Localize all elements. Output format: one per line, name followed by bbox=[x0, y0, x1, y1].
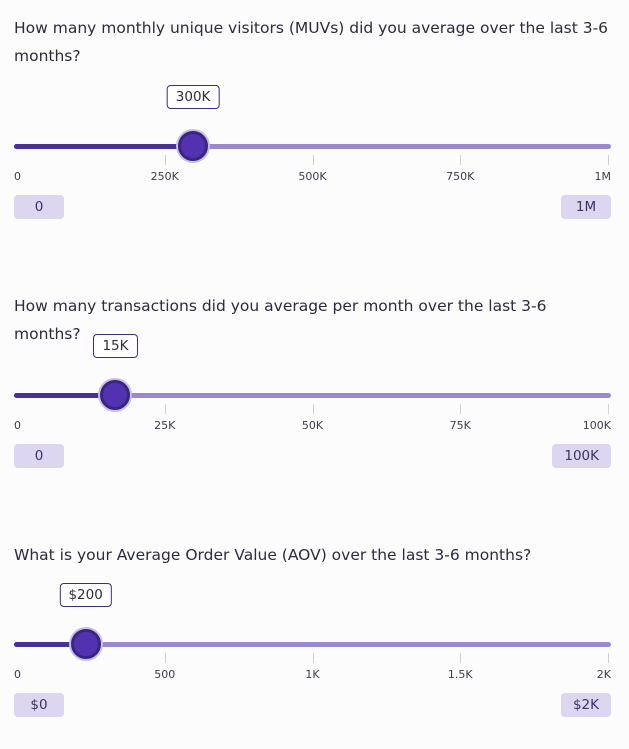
muv-slider-track[interactable] bbox=[14, 144, 611, 149]
aov-tick-label: 2K bbox=[596, 668, 611, 681]
transactions-tick-label: 25K bbox=[154, 419, 176, 432]
aov-tick-label: 1K bbox=[305, 668, 320, 681]
transactions-max-button[interactable]: 100K bbox=[552, 444, 611, 468]
transactions-slider-thumb[interactable] bbox=[100, 380, 131, 410]
aov-value-tooltip: $200 bbox=[59, 583, 112, 607]
aov-tick-label: 1.5K bbox=[447, 668, 473, 681]
transactions-tick-label: 0 bbox=[14, 419, 21, 432]
transactions-tick-label: 100K bbox=[582, 419, 611, 432]
transactions-slider-fill bbox=[14, 393, 116, 398]
muv-min-button[interactable]: 0 bbox=[14, 195, 64, 219]
transactions-slider-track[interactable] bbox=[14, 393, 611, 398]
muv-tick-label: 500K bbox=[298, 170, 327, 183]
transactions-question-text: How many transactions did you average pe… bbox=[14, 297, 547, 343]
aov-tick-label: 500 bbox=[154, 668, 176, 681]
muv-tick-label: 0 bbox=[14, 170, 21, 183]
muv-tick-mark bbox=[460, 155, 462, 165]
transactions-value-tooltip: 15K bbox=[93, 334, 138, 358]
aov-tick-mark bbox=[608, 653, 609, 663]
muv-tick-label: 250K bbox=[150, 170, 179, 183]
aov-slider-thumb[interactable] bbox=[70, 629, 101, 659]
muv-value-tooltip: 300K bbox=[166, 85, 220, 109]
aov-tick-label: 0 bbox=[14, 668, 21, 681]
muv-slider-thumb[interactable] bbox=[178, 131, 209, 161]
transactions-question: How many transactions did you average pe… bbox=[0, 249, 629, 499]
muv-slider-fill bbox=[14, 144, 194, 149]
aov-slider-fill bbox=[14, 642, 86, 647]
muv-tick-mark bbox=[312, 155, 314, 165]
transactions-tick-mark bbox=[312, 404, 314, 414]
aov-slider-track[interactable] bbox=[14, 642, 611, 647]
aov-tick-mark bbox=[164, 653, 166, 663]
muv-max-button[interactable]: 1M bbox=[561, 195, 611, 219]
aov-question: What is your Average Order Value (AOV) o… bbox=[0, 498, 629, 748]
transactions-tick-mark bbox=[608, 404, 609, 414]
transactions-tick-label: 75K bbox=[449, 419, 471, 432]
aov-tick-mark bbox=[460, 653, 462, 663]
transactions-tick-mark bbox=[164, 404, 166, 414]
aov-question-text: What is your Average Order Value (AOV) o… bbox=[14, 546, 532, 564]
aov-max-button[interactable]: $2K bbox=[560, 693, 611, 717]
muv-question: How many monthly unique visitors (MUVs) … bbox=[0, 0, 629, 250]
muv-question-text: How many monthly unique visitors (MUVs) … bbox=[14, 19, 609, 65]
aov-tick-mark bbox=[312, 653, 314, 663]
muv-tick-label: 1M bbox=[594, 170, 612, 183]
transactions-min-button[interactable]: 0 bbox=[14, 444, 64, 468]
transactions-tick-mark bbox=[460, 404, 462, 414]
transactions-tick-label: 50K bbox=[301, 419, 324, 432]
muv-tick-label: 750K bbox=[446, 170, 475, 183]
muv-tick-mark bbox=[608, 155, 609, 165]
muv-tick-mark bbox=[164, 155, 166, 165]
aov-min-button[interactable]: $0 bbox=[14, 693, 64, 717]
